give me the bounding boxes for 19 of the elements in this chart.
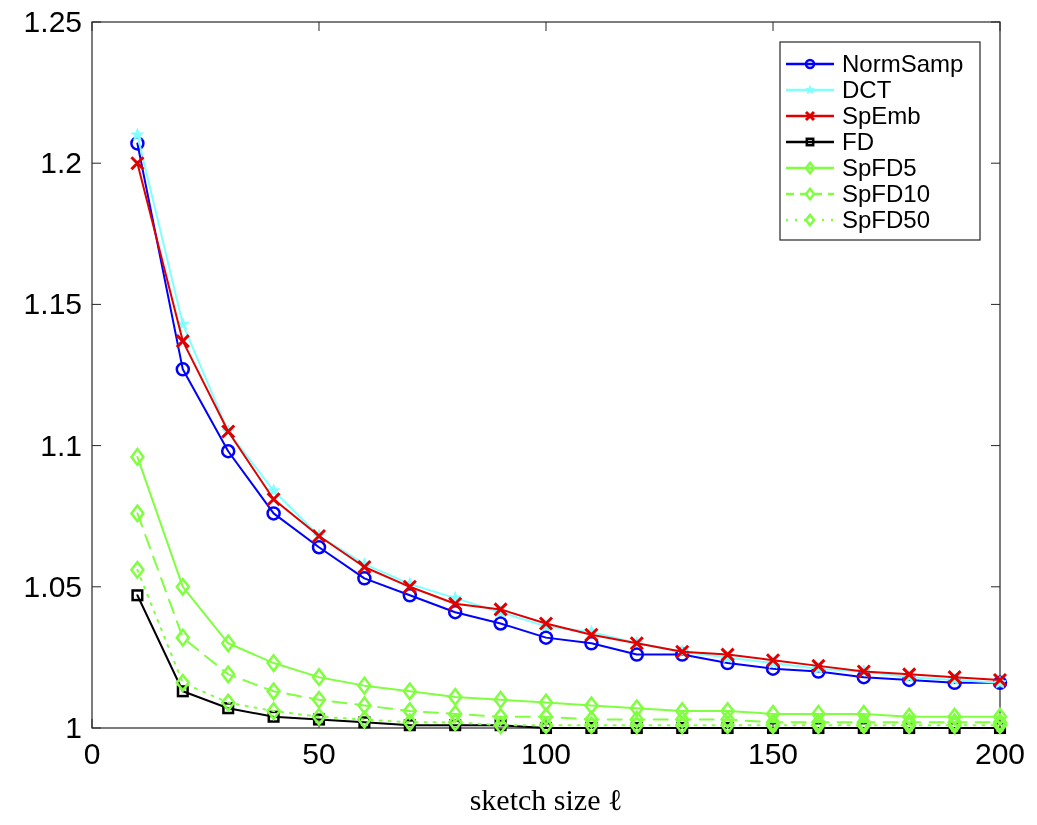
x-tick-label: 150: [747, 737, 799, 770]
x-tick-label: 200: [974, 737, 1026, 770]
legend-label: SpFD5: [842, 154, 917, 181]
y-tick-label: 1.15: [23, 287, 82, 321]
legend-label: FD: [842, 128, 874, 155]
y-tick-label: 1.25: [23, 5, 82, 38]
legend-label: SpFD50: [842, 206, 931, 233]
legend-label: SpFD10: [842, 180, 931, 207]
x-tick-label: 50: [302, 737, 336, 770]
x-tick-label: 0: [83, 737, 101, 770]
y-tick-label: 1.2: [40, 146, 82, 180]
legend-label: DCT: [842, 76, 892, 103]
y-tick-label: 1.1: [40, 428, 82, 462]
x-tick-label: 100: [520, 737, 572, 770]
legend-label: NormSamp: [842, 50, 964, 77]
y-tick-label: 1: [65, 711, 82, 744]
x-axis-title: sketch size ℓ: [469, 783, 623, 816]
legend-label: SpEmb: [842, 102, 921, 129]
y-tick-label: 1.05: [23, 569, 82, 603]
